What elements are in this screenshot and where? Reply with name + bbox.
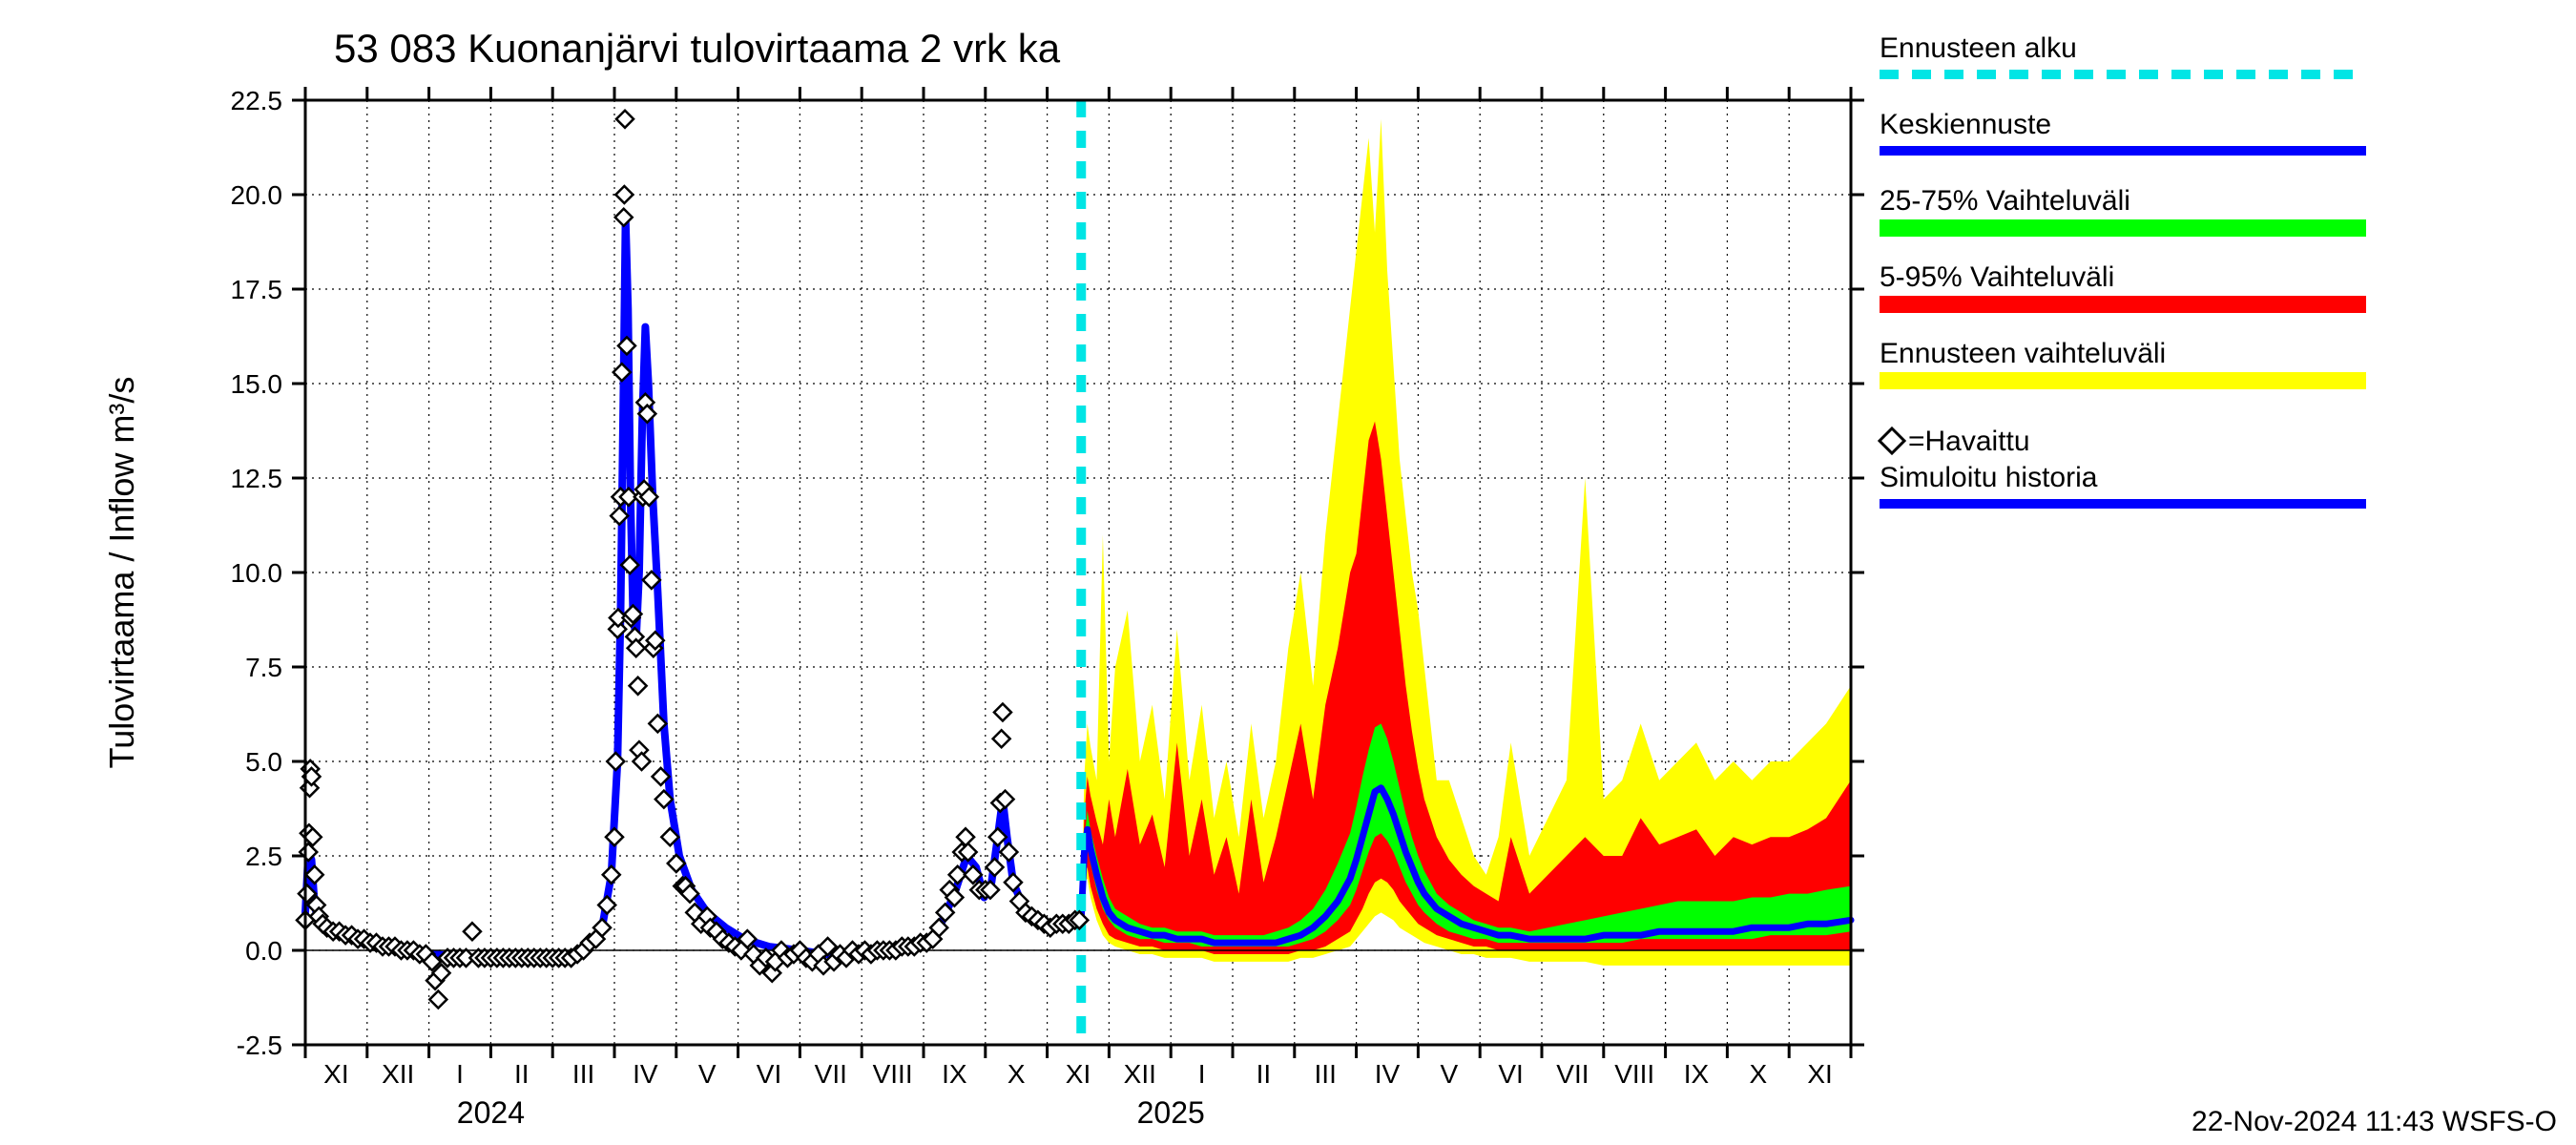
svg-text:2025: 2025 — [1137, 1095, 1205, 1130]
band-swatch-icon — [1880, 372, 2366, 389]
svg-text:XI: XI — [1807, 1059, 1832, 1089]
svg-text:III: III — [1315, 1059, 1337, 1089]
band-swatch-icon — [1880, 219, 2366, 237]
svg-text:XII: XII — [1124, 1059, 1156, 1089]
svg-text:0.0: 0.0 — [245, 936, 282, 966]
svg-text:VIII: VIII — [1614, 1059, 1654, 1089]
svg-text:VIII: VIII — [873, 1059, 913, 1089]
svg-text:Ennusteen vaihteluväli: Ennusteen vaihteluväli — [1880, 338, 2166, 369]
svg-text:VII: VII — [815, 1059, 847, 1089]
svg-text:II: II — [514, 1059, 530, 1089]
svg-text:IX: IX — [1684, 1059, 1710, 1089]
svg-text:V: V — [698, 1059, 717, 1089]
svg-text:VI: VI — [1498, 1059, 1523, 1089]
svg-text:22.5: 22.5 — [231, 86, 283, 115]
svg-text:20.0: 20.0 — [231, 180, 283, 210]
inflow-forecast-chart: -2.5 0.0 2.5 5.0 7.5 10.0 12.5 15.0 17.5 20.0 22.5… — [0, 0, 2576, 1145]
svg-text:Keskiennuste: Keskiennuste — [1880, 109, 2051, 140]
svg-text:2024: 2024 — [457, 1095, 525, 1130]
svg-text:XII: XII — [382, 1059, 414, 1089]
svg-text:II: II — [1257, 1059, 1272, 1089]
svg-text:2.5: 2.5 — [245, 842, 282, 871]
svg-text:7.5: 7.5 — [245, 653, 282, 682]
y-axis-label: Tulovirtaama / Inflow m³/s — [102, 377, 141, 769]
chart-title: 53 083 Kuonanjärvi tulovirtaama 2 vrk ka — [334, 26, 1061, 71]
svg-text:IX: IX — [942, 1059, 967, 1089]
svg-text:I: I — [456, 1059, 464, 1089]
svg-text:Simuloitu historia: Simuloitu historia — [1880, 462, 2098, 493]
svg-text:Ennusteen alku: Ennusteen alku — [1880, 32, 2077, 64]
svg-text:10.0: 10.0 — [231, 558, 283, 588]
svg-text:15.0: 15.0 — [231, 369, 283, 399]
svg-text:X: X — [1008, 1059, 1026, 1089]
svg-text:17.5: 17.5 — [231, 275, 283, 304]
svg-text:IV: IV — [633, 1059, 658, 1089]
svg-text:XI: XI — [323, 1059, 348, 1089]
svg-text:12.5: 12.5 — [231, 464, 283, 493]
svg-text:I: I — [1198, 1059, 1206, 1089]
svg-text:=Havaittu: =Havaittu — [1908, 426, 2030, 457]
svg-text:-2.5: -2.5 — [237, 1030, 282, 1060]
svg-text:5.0: 5.0 — [245, 747, 282, 777]
svg-text:XI: XI — [1066, 1059, 1091, 1089]
svg-text:VII: VII — [1556, 1059, 1589, 1089]
svg-text:VI: VI — [757, 1059, 781, 1089]
svg-text:IV: IV — [1375, 1059, 1401, 1089]
svg-text:5-95% Vaihteluväli: 5-95% Vaihteluväli — [1880, 261, 2114, 293]
svg-text:III: III — [572, 1059, 594, 1089]
svg-text:25-75% Vaihteluväli: 25-75% Vaihteluväli — [1880, 185, 2130, 217]
svg-text:X: X — [1749, 1059, 1767, 1089]
svg-text:V: V — [1440, 1059, 1458, 1089]
band-swatch-icon — [1880, 296, 2366, 313]
footer-timestamp: 22-Nov-2024 11:43 WSFS-O — [2192, 1106, 2557, 1137]
